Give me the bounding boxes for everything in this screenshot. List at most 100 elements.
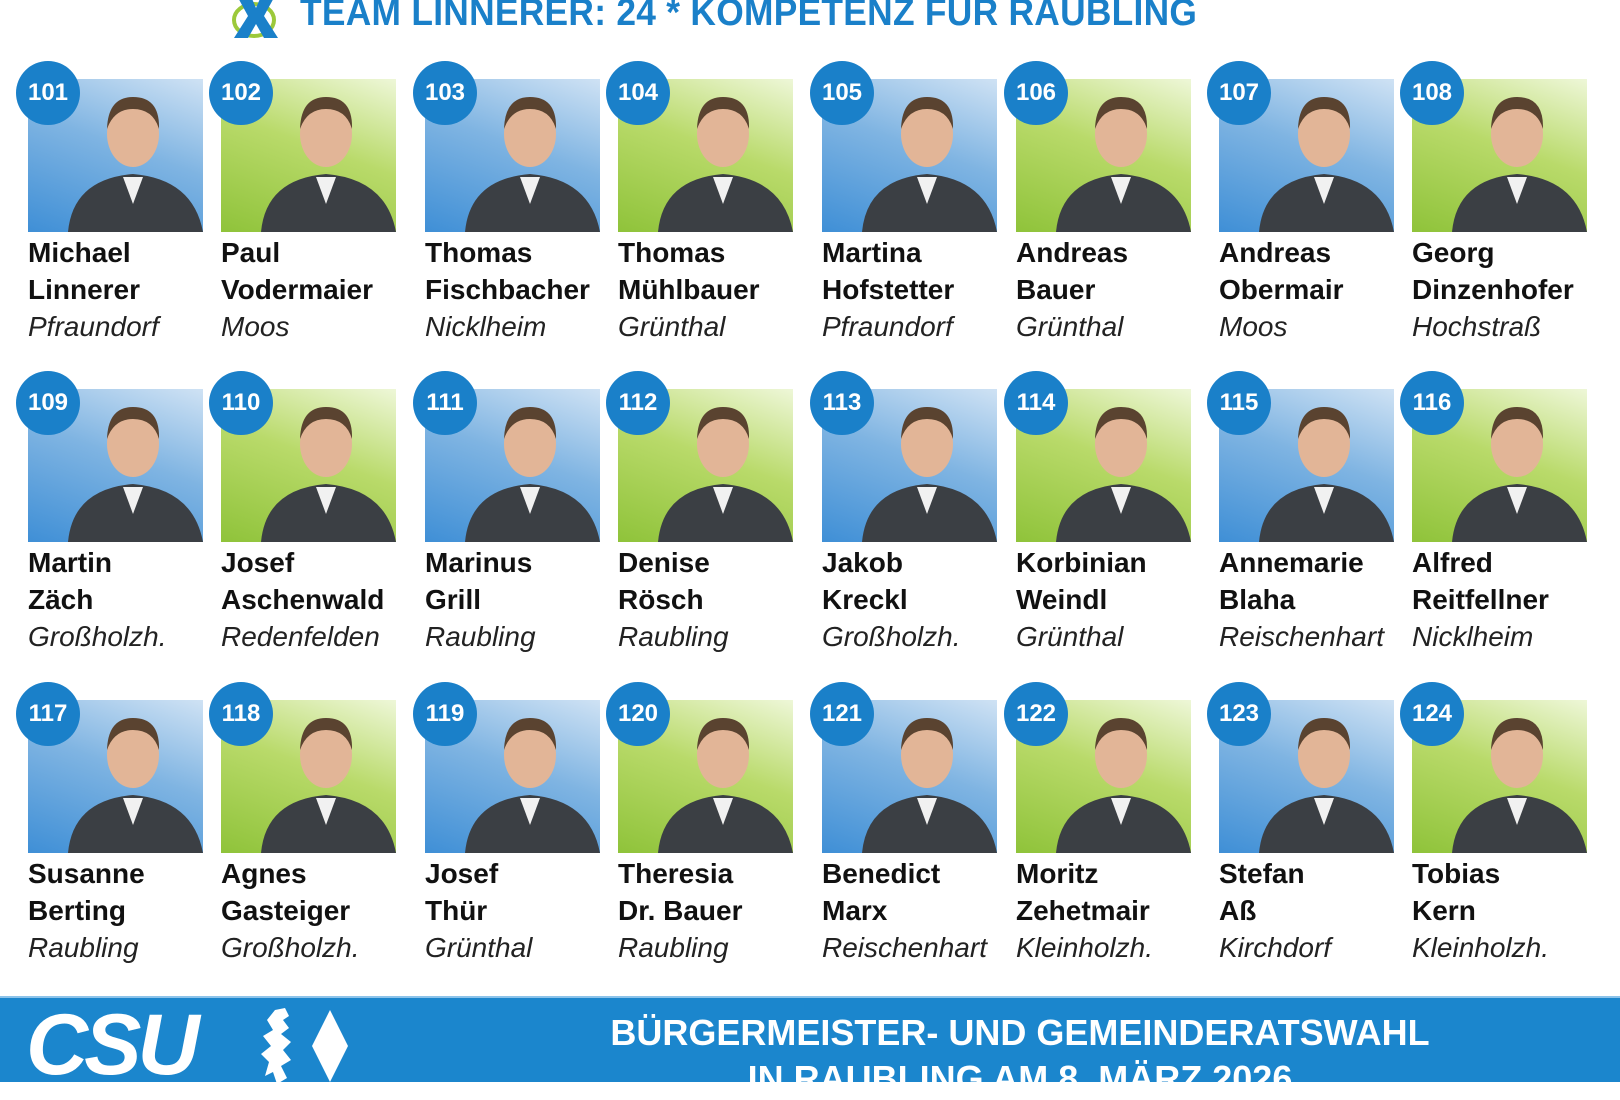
person-silhouette-icon (1452, 718, 1587, 853)
candidate-town: Nicklheim (425, 311, 547, 342)
candidate-town: Pfraundorf (28, 311, 159, 342)
candidate-first-name: Andreas (1016, 237, 1129, 268)
csu-logo: CSU (26, 997, 200, 1093)
list-number-badge: 103 (413, 61, 477, 125)
candidate-town: Redenfelden (221, 621, 380, 652)
candidate-last-name: Vodermaier (221, 274, 373, 305)
candidate-first-name: Martina (822, 237, 922, 268)
list-number-badge: 122 (1004, 682, 1068, 746)
candidate-card: 118 Agnes Gasteiger Großholzh. (209, 682, 411, 990)
candidate-town: Moos (221, 311, 290, 342)
person-silhouette-icon (68, 97, 203, 232)
candidate-last-name: Weindl (1016, 584, 1108, 615)
person-silhouette-icon (862, 97, 997, 232)
candidate-first-name: Georg (1412, 237, 1495, 268)
candidate-town: Grünthal (425, 932, 533, 963)
candidate-card: 105 Martina Hofstetter Pfraundorf (810, 61, 1012, 369)
candidate-town: Grünthal (1016, 621, 1124, 652)
list-number-badge: 108 (1400, 61, 1464, 125)
list-number-badge: 101 (16, 61, 80, 125)
candidate-card: 122 Moritz Zehetmair Kleinholzh. (1004, 682, 1206, 990)
candidate-town: Moos (1219, 311, 1288, 342)
list-number-badge: 102 (209, 61, 273, 125)
candidate-photo (1016, 389, 1191, 542)
candidate-first-name: Stefan (1219, 858, 1305, 889)
candidate-first-name: Martin (28, 547, 112, 578)
candidate-first-name: Josef (425, 858, 499, 889)
candidate-first-name: Tobias (1412, 858, 1501, 889)
candidate-first-name: Paul (221, 237, 281, 268)
candidate-photo (1219, 79, 1394, 232)
candidate-photo (28, 79, 203, 232)
person-silhouette-icon (261, 407, 396, 542)
list-number-badge: 116 (1400, 371, 1464, 435)
list-number-badge: 121 (810, 682, 874, 746)
candidate-card: 111 Marinus Grill Raubling (413, 371, 615, 679)
candidate-card: 119 Josef Thür Grünthal (413, 682, 615, 990)
candidate-card: 121 Benedict Marx Reischenhart (810, 682, 1012, 990)
candidate-town: Raubling (28, 932, 139, 963)
candidate-town: Kleinholzh. (1412, 932, 1549, 963)
candidate-town: Grünthal (1016, 311, 1124, 342)
candidate-last-name: Kreckl (822, 584, 908, 615)
candidate-first-name: Susanne (28, 858, 145, 889)
candidate-card: 116 Alfred Reitfellner Nicklheim (1400, 371, 1602, 679)
person-silhouette-icon (658, 97, 793, 232)
candidate-photo (618, 79, 793, 232)
candidate-card: 113 Jakob Kreckl Großholzh. (810, 371, 1012, 679)
candidate-last-name: Gasteiger (221, 895, 351, 926)
candidate-card: 109 Martin Zäch Großholzh. (16, 371, 218, 679)
person-silhouette-icon (658, 718, 793, 853)
candidate-last-name: Dinzenhofer (1412, 274, 1574, 305)
person-silhouette-icon (1259, 718, 1394, 853)
candidate-card: 110 Josef Aschenwald Redenfelden (209, 371, 411, 679)
candidate-last-name: Marx (822, 895, 888, 926)
candidate-card: 101 Michael Linnerer Pfraundorf (16, 61, 218, 369)
person-silhouette-icon (1259, 407, 1394, 542)
candidate-card: 124 Tobias Kern Kleinholzh. (1400, 682, 1602, 990)
candidate-town: Großholzh. (28, 621, 167, 652)
candidate-photo (1412, 700, 1587, 853)
candidate-last-name: Thür (425, 895, 488, 926)
candidate-last-name: Mühlbauer (618, 274, 760, 305)
candidate-town: Reischenhart (822, 932, 987, 963)
diamond-icon (312, 1010, 348, 1082)
person-silhouette-icon (658, 407, 793, 542)
candidate-first-name: Thomas (618, 237, 726, 268)
candidate-town: Großholzh. (221, 932, 360, 963)
candidate-town: Reischenhart (1219, 621, 1384, 652)
candidate-town: Hochstraß (1412, 311, 1542, 342)
page-title: TEAM LINNERER: 24 * KOMPETENZ FÜR RAUBLI… (300, 0, 1198, 34)
header: TEAM LINNERER: 24 * KOMPETENZ FÜR RAUBLI… (0, 0, 1620, 44)
candidate-last-name: Berting (28, 895, 126, 926)
candidate-card: 102 Paul Vodermaier Moos (209, 61, 411, 369)
person-silhouette-icon (68, 718, 203, 853)
candidate-card: 108 Georg Dinzenhofer Hochstraß (1400, 61, 1602, 369)
candidate-first-name: Theresia (618, 858, 734, 889)
person-silhouette-icon (1056, 407, 1191, 542)
person-silhouette-icon (862, 718, 997, 853)
candidate-last-name: Grill (425, 584, 482, 615)
candidate-town: Raubling (618, 621, 729, 652)
list-number-badge: 109 (16, 371, 80, 435)
person-silhouette-icon (261, 718, 396, 853)
list-number-badge: 104 (606, 61, 670, 125)
list-number-badge: 120 (606, 682, 670, 746)
candidate-first-name: Alfred (1412, 547, 1493, 578)
candidate-last-name: Hofstetter (822, 274, 955, 305)
candidate-card: 123 Stefan Aß Kirchdorf (1207, 682, 1409, 990)
candidate-first-name: Michael (28, 237, 131, 268)
candidate-first-name: Agnes (221, 858, 307, 889)
candidate-town: Raubling (618, 932, 729, 963)
lion-icon (261, 1008, 291, 1084)
list-number-badge: 115 (1207, 371, 1271, 435)
candidate-card: 107 Andreas Obermair Moos (1207, 61, 1409, 369)
candidate-town: Raubling (425, 621, 536, 652)
candidate-last-name: Aschenwald (221, 584, 385, 615)
candidate-last-name: Blaha (1219, 584, 1296, 615)
list-number-badge: 110 (209, 371, 273, 435)
person-silhouette-icon (1056, 718, 1191, 853)
list-number-badge: 106 (1004, 61, 1068, 125)
list-number-badge: 118 (209, 682, 273, 746)
list-number-badge: 114 (1004, 371, 1068, 435)
